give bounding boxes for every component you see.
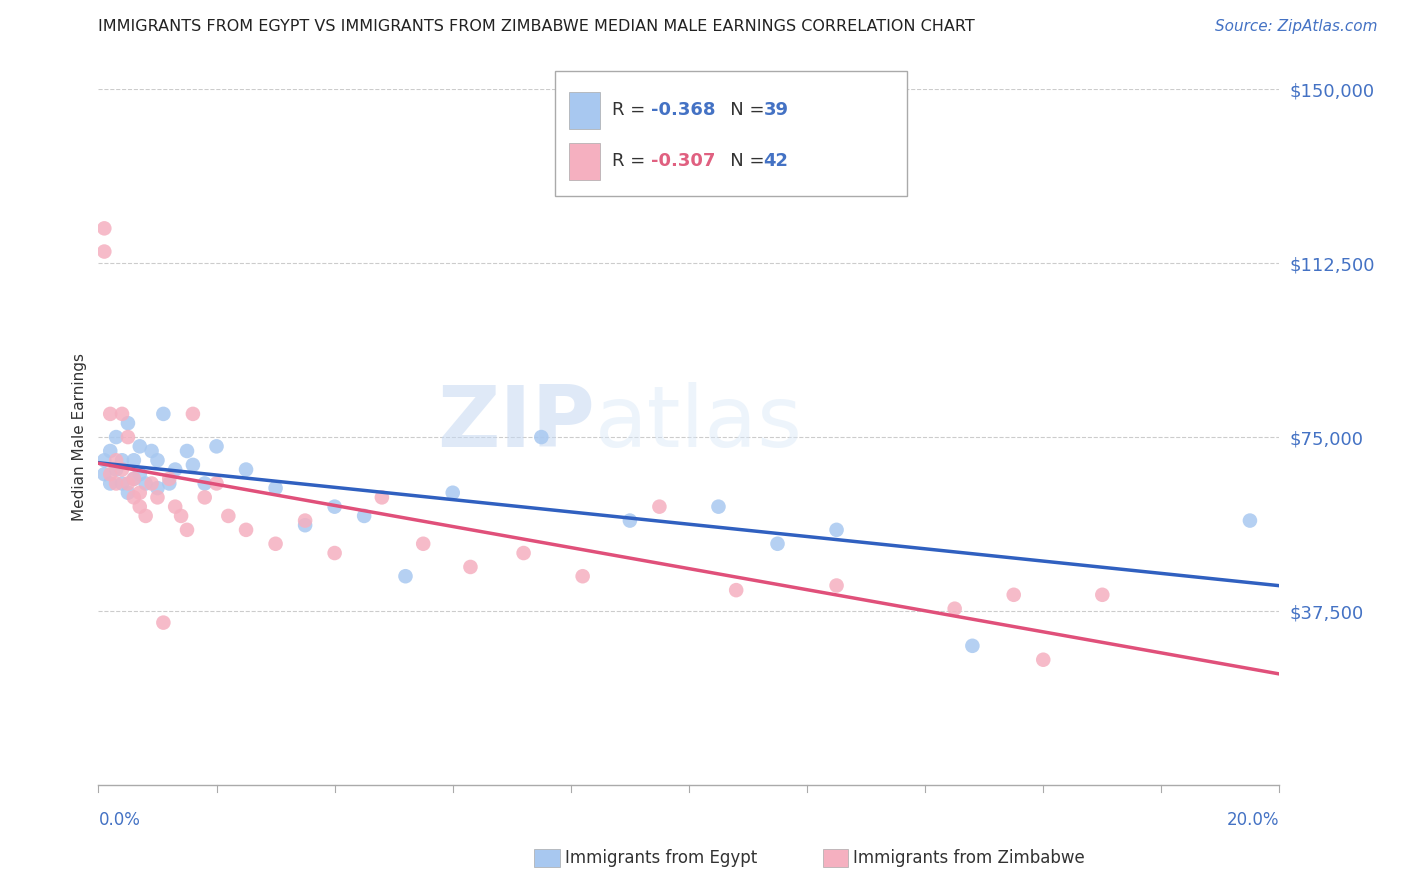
Point [122,453,145,467]
Point [235,523,257,537]
Point [111,462,134,476]
Point [460,560,482,574]
Point [135,476,157,491]
Point [105,476,128,491]
Point [117,416,139,430]
Point [707,500,730,514]
Point [117,485,139,500]
Text: 39: 39 [763,101,789,119]
Point [117,430,139,444]
Point [152,407,174,421]
Point [394,569,416,583]
Text: IMMIGRANTS FROM EGYPT VS IMMIGRANTS FROM ZIMBABWE MEDIAN MALE EARNINGS CORRELATI: IMMIGRANTS FROM EGYPT VS IMMIGRANTS FROM… [98,20,976,34]
Text: atlas: atlas [595,382,803,465]
Point [1032,653,1054,667]
Point [962,639,984,653]
Point [105,430,128,444]
Point [530,430,553,444]
Point [264,481,287,495]
Point [111,453,134,467]
Text: 20.0%: 20.0% [1227,811,1279,829]
Y-axis label: Median Male Earnings: Median Male Earnings [72,353,87,521]
Point [205,439,228,453]
Point [141,444,163,458]
Point [1002,588,1025,602]
Point [766,537,789,551]
Point [725,583,748,598]
Point [146,491,169,505]
Text: 0.0%: 0.0% [98,811,141,829]
Point [294,514,316,528]
Point [441,485,464,500]
Point [128,500,150,514]
Point [412,537,434,551]
Point [181,458,204,472]
Point [111,476,134,491]
Point [157,472,180,486]
Point [128,439,150,453]
Text: -0.368: -0.368 [651,101,716,119]
Text: R =: R = [612,101,651,119]
Point [98,476,121,491]
Point [117,476,139,491]
Point [571,569,593,583]
Text: 42: 42 [763,153,789,170]
Point [98,467,121,482]
Point [235,462,257,476]
Text: Immigrants from Egypt: Immigrants from Egypt [565,849,758,867]
Point [194,491,217,505]
Point [194,476,217,491]
Point [146,453,169,467]
Point [165,500,187,514]
Point [512,546,534,560]
Point [371,491,394,505]
Point [648,500,671,514]
Point [619,514,641,528]
Point [98,444,121,458]
Point [176,523,198,537]
Point [181,407,204,421]
Point [294,518,316,533]
Point [217,508,239,523]
Point [264,537,287,551]
Point [170,508,193,523]
Point [135,508,157,523]
Point [98,407,121,421]
Text: -0.307: -0.307 [651,153,716,170]
Point [141,476,163,491]
Point [152,615,174,630]
Text: ZIP: ZIP [437,382,595,465]
Point [128,467,150,482]
Point [205,476,228,491]
Point [105,453,128,467]
Point [323,546,346,560]
Point [1091,588,1114,602]
Point [93,221,115,235]
Point [165,462,187,476]
Text: N =: N = [713,153,770,170]
Point [128,485,150,500]
Point [146,481,169,495]
Point [323,500,346,514]
Point [825,523,848,537]
Point [122,472,145,486]
Text: N =: N = [713,101,770,119]
Point [122,491,145,505]
Text: Immigrants from Zimbabwe: Immigrants from Zimbabwe [853,849,1085,867]
Point [353,508,375,523]
Point [825,578,848,592]
Point [111,407,134,421]
Text: Source: ZipAtlas.com: Source: ZipAtlas.com [1215,20,1378,34]
Point [93,467,115,482]
Point [1239,514,1261,528]
Point [176,444,198,458]
Point [943,601,966,615]
Point [122,472,145,486]
Text: R =: R = [612,153,651,170]
Point [105,462,128,476]
Point [93,453,115,467]
Point [93,244,115,259]
Point [157,476,180,491]
